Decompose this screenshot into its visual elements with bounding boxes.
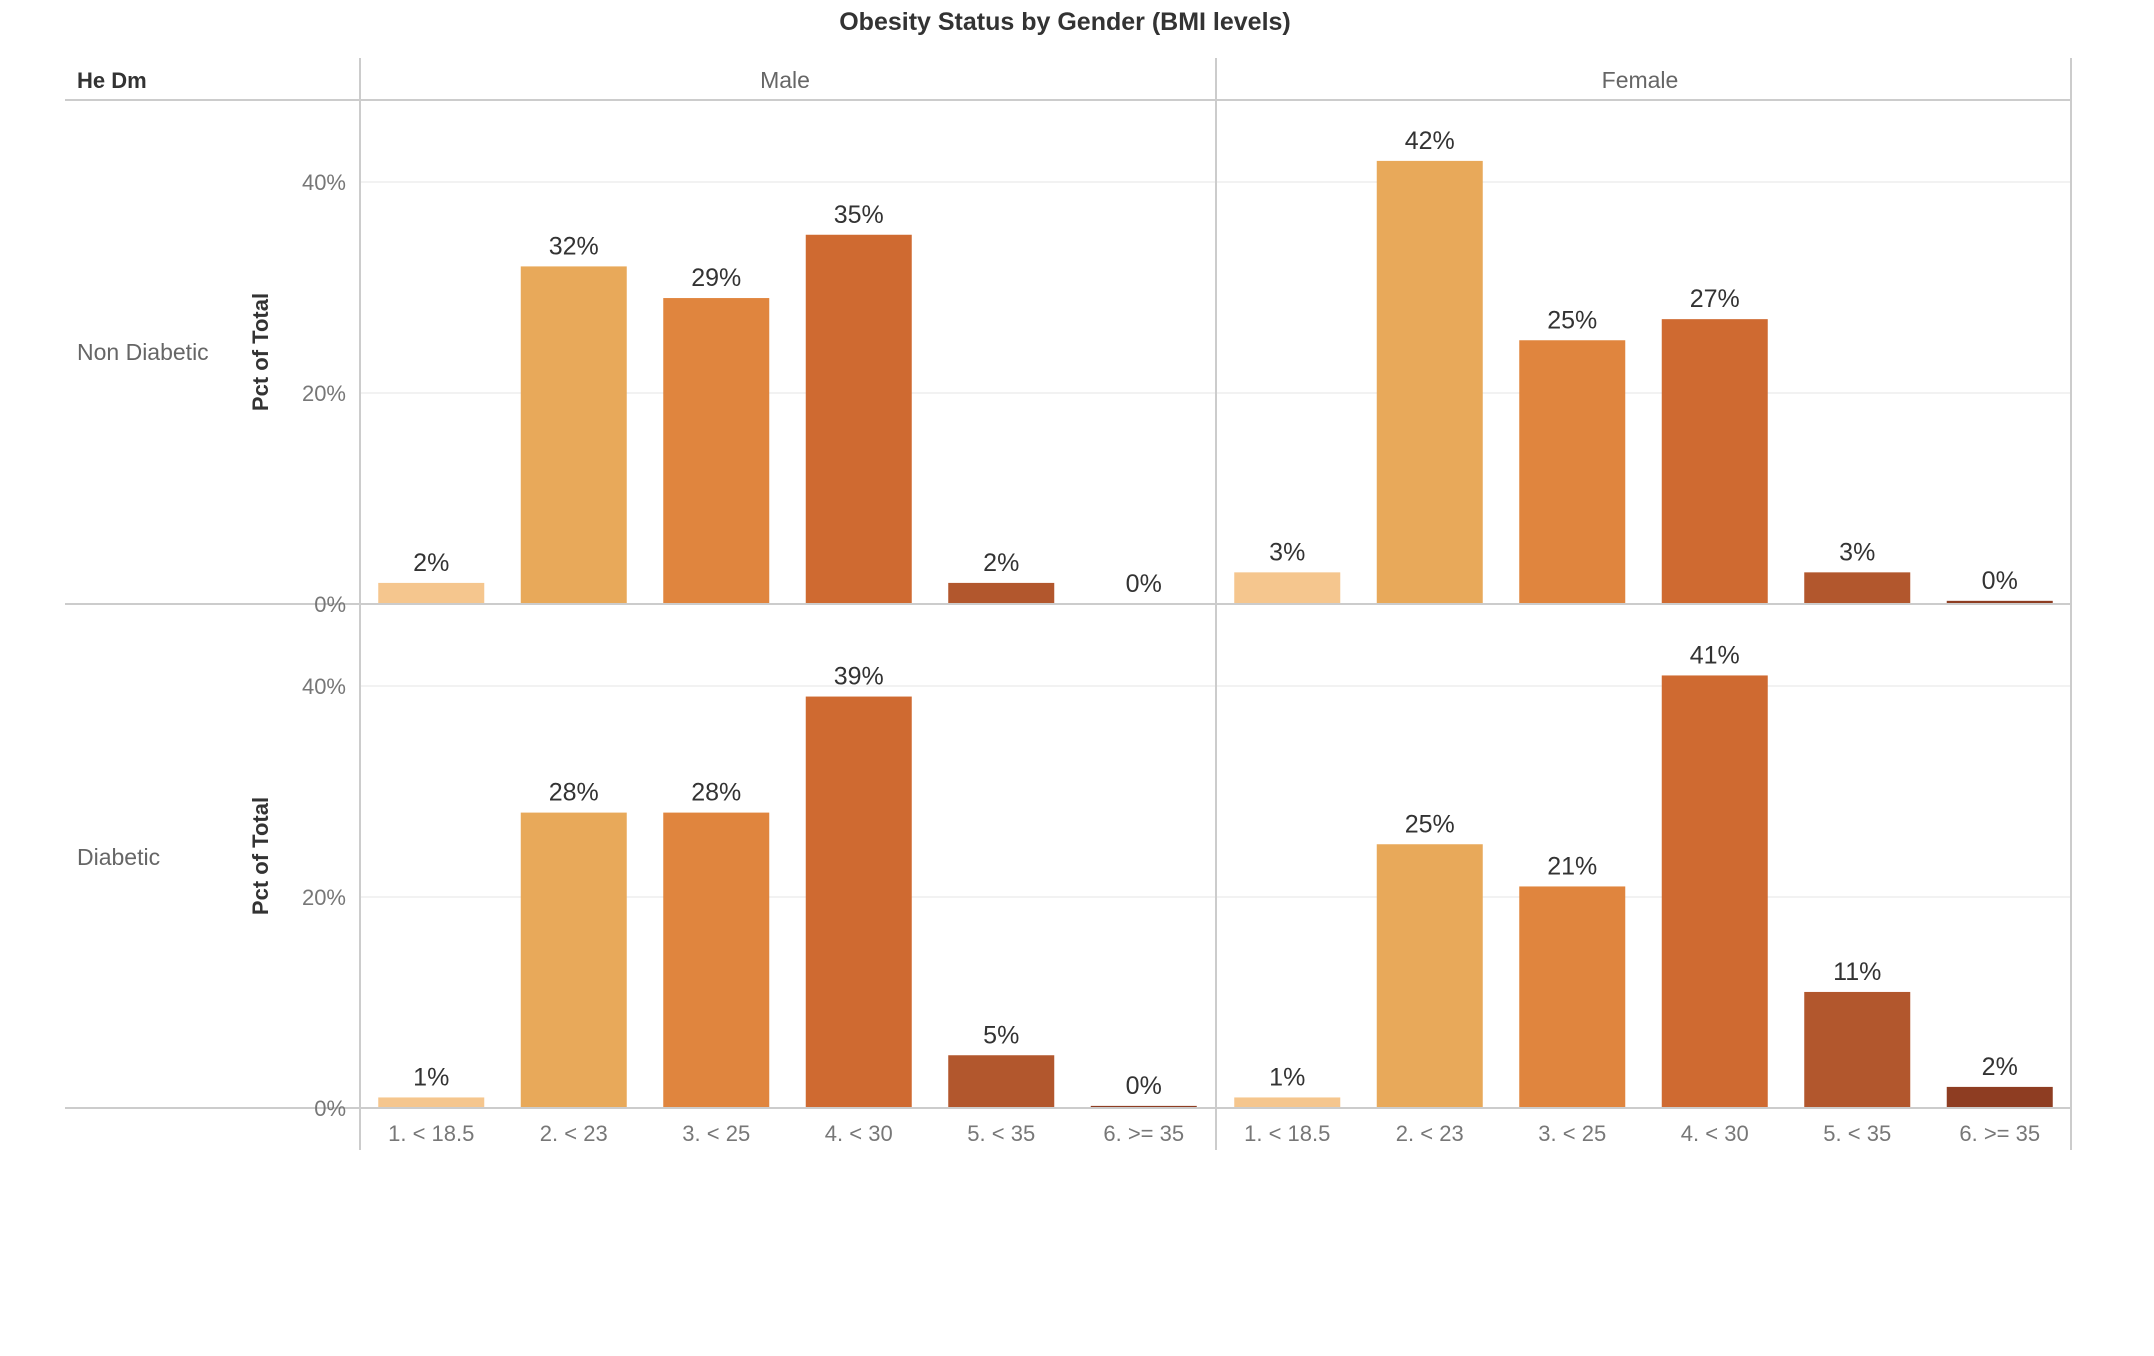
x-tick-label: 6. >= 35: [1959, 1121, 2040, 1146]
data-label: 41%: [1690, 641, 1740, 669]
y-tick-label: 0%: [314, 592, 346, 617]
data-label: 32%: [549, 232, 599, 260]
y-axis-title-top: Pct of Total: [248, 293, 273, 411]
data-label: 29%: [691, 264, 741, 292]
y-tick-label: 40%: [302, 170, 346, 195]
data-label: 39%: [834, 663, 884, 691]
row-field-header: He Dm: [77, 68, 147, 93]
data-label: 25%: [1547, 306, 1597, 334]
bar: [1090, 1105, 1197, 1108]
data-label: 3%: [1839, 538, 1875, 566]
bar: [1234, 1097, 1341, 1108]
x-tick-label: 3. < 25: [682, 1121, 750, 1146]
data-label: 2%: [1982, 1053, 2018, 1081]
bar: [1519, 340, 1626, 604]
data-label: 5%: [983, 1021, 1019, 1049]
bar: [378, 582, 485, 604]
y-tick-label: 0%: [314, 1096, 346, 1121]
data-label: 1%: [413, 1063, 449, 1091]
data-label: 28%: [691, 779, 741, 807]
bar: [1946, 1086, 2053, 1108]
bar: [1804, 991, 1911, 1108]
x-tick-label: 1. < 18.5: [1244, 1121, 1330, 1146]
chart-title: Obesity Status by Gender (BMI levels): [839, 8, 1291, 36]
y-tick-label: 20%: [302, 381, 346, 406]
data-label: 21%: [1547, 852, 1597, 880]
bar: [663, 298, 770, 604]
x-tick-label: 2. < 23: [540, 1121, 608, 1146]
panel-borders: [65, 58, 2072, 1150]
bar: [948, 1055, 1055, 1108]
data-label: 0%: [1126, 570, 1162, 598]
bar: [1661, 675, 1768, 1108]
bar: [520, 812, 627, 1108]
data-label: 35%: [834, 201, 884, 229]
bar: [1376, 160, 1483, 604]
y-tick-label: 40%: [302, 674, 346, 699]
column-header-male: Male: [760, 67, 810, 93]
bar: [1946, 600, 2053, 604]
data-label: 0%: [1982, 567, 2018, 595]
data-label: 42%: [1405, 127, 1455, 155]
bars: [378, 160, 2053, 1108]
data-label: 28%: [549, 779, 599, 807]
bar: [663, 812, 770, 1108]
bar: [1804, 572, 1911, 604]
data-label: 1%: [1269, 1063, 1305, 1091]
bar: [805, 696, 912, 1108]
bar: [378, 1097, 485, 1108]
x-tick-label: 2. < 23: [1396, 1121, 1464, 1146]
bar: [1376, 844, 1483, 1108]
x-tick-label: 5. < 35: [1823, 1121, 1891, 1146]
data-label: 25%: [1405, 810, 1455, 838]
row-label-non-diabetic: Non Diabetic: [77, 339, 209, 365]
x-tick-label: 4. < 30: [825, 1121, 893, 1146]
y-tick-label: 20%: [302, 885, 346, 910]
bar: [520, 266, 627, 604]
row-label-diabetic: Diabetic: [77, 844, 160, 870]
bar: [1519, 886, 1626, 1108]
x-tick-label: 3. < 25: [1538, 1121, 1606, 1146]
x-tick-label: 4. < 30: [1681, 1121, 1749, 1146]
data-label: 3%: [1269, 538, 1305, 566]
y-axis-title-bottom: Pct of Total: [248, 797, 273, 915]
x-tick-label: 5. < 35: [967, 1121, 1035, 1146]
text-labels: Obesity Status by Gender (BMI levels) He…: [77, 8, 2040, 1146]
bar: [1234, 572, 1341, 604]
column-header-female: Female: [1602, 67, 1679, 93]
bar: [1661, 319, 1768, 604]
data-label: 0%: [1126, 1072, 1162, 1100]
data-label: 2%: [983, 549, 1019, 577]
bar: [805, 234, 912, 604]
data-label: 11%: [1833, 958, 1881, 986]
data-label: 2%: [413, 549, 449, 577]
bar: [948, 582, 1055, 604]
data-label: 27%: [1690, 285, 1740, 313]
x-tick-label: 6. >= 35: [1103, 1121, 1184, 1146]
x-tick-label: 1. < 18.5: [388, 1121, 474, 1146]
